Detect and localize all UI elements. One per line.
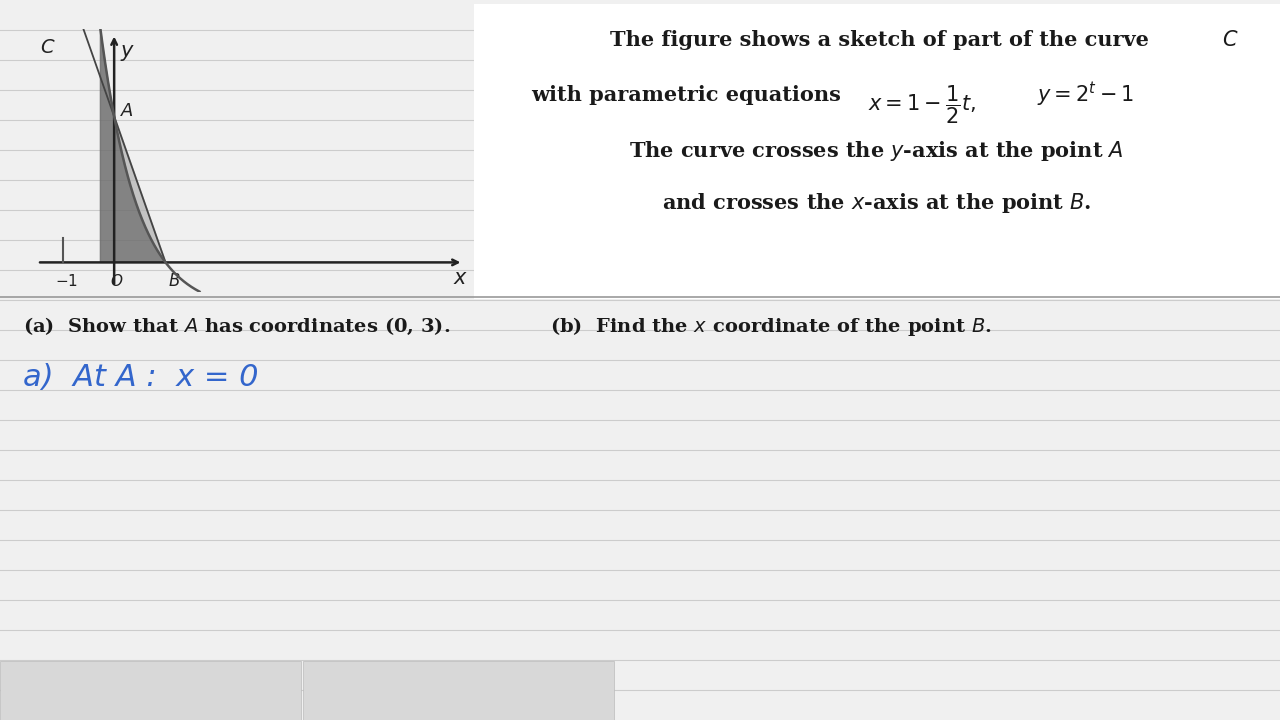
Text: The curve crosses the $y$-axis at the point $A$: The curve crosses the $y$-axis at the po…: [630, 139, 1124, 163]
Text: and crosses the $x$-axis at the point $B$.: and crosses the $x$-axis at the point $B…: [662, 191, 1092, 215]
Text: with parametric equations: with parametric equations: [531, 85, 841, 105]
Text: $y$: $y$: [120, 43, 136, 63]
Polygon shape: [100, 29, 165, 262]
Text: a)  At A :  x = 0: a) At A : x = 0: [23, 364, 259, 392]
Text: $-1$: $-1$: [55, 273, 78, 289]
Text: (b)  Find the $x$ coordinate of the point $B$.: (b) Find the $x$ coordinate of the point…: [550, 315, 992, 338]
Text: (a)  Show that $A$ has coordinates (0, 3).: (a) Show that $A$ has coordinates (0, 3)…: [23, 315, 451, 337]
Text: $B$: $B$: [168, 273, 180, 289]
Text: The figure shows a sketch of part of the curve: The figure shows a sketch of part of the…: [611, 30, 1156, 50]
Text: $O$: $O$: [110, 273, 123, 289]
Text: $A$: $A$: [120, 102, 134, 120]
Text: $x = 1 - \dfrac{1}{2}t,$: $x = 1 - \dfrac{1}{2}t,$: [868, 83, 975, 126]
Text: $y = 2^t - 1$: $y = 2^t - 1$: [1037, 81, 1134, 109]
Text: $C$: $C$: [40, 39, 55, 57]
Text: $C$: $C$: [1222, 30, 1239, 50]
Text: $x$: $x$: [453, 269, 468, 288]
